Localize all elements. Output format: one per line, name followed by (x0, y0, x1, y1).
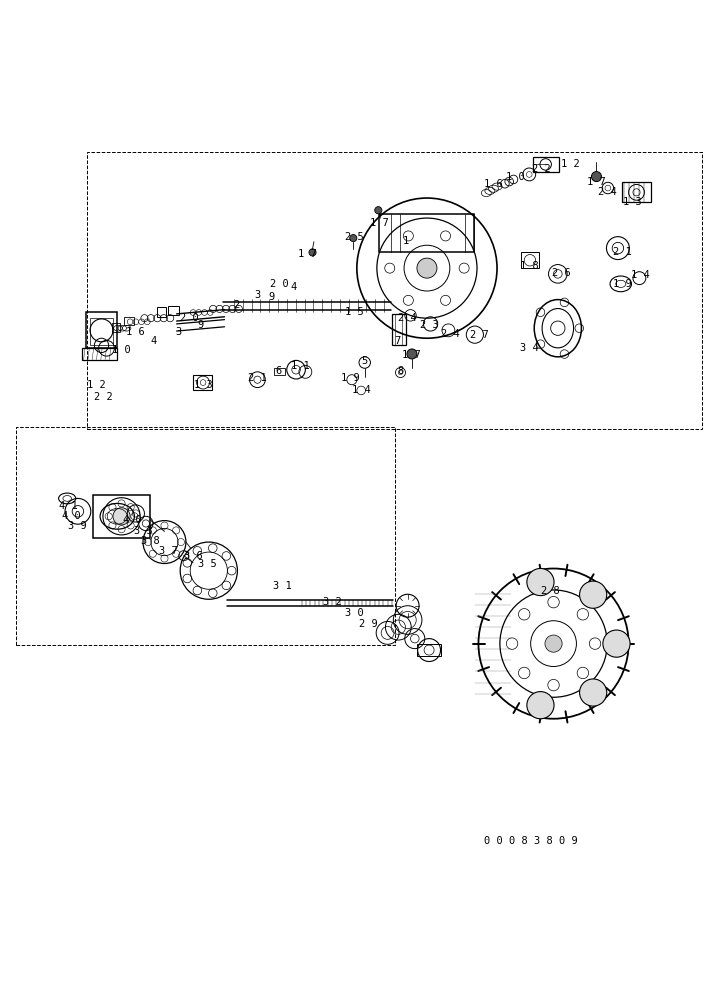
Bar (533, 157, 559, 172)
Text: 3 7: 3 7 (159, 547, 177, 557)
Text: 1 6: 1 6 (126, 327, 145, 338)
Circle shape (350, 235, 357, 242)
Circle shape (579, 581, 607, 608)
Bar (16, 426, 395, 645)
Text: 0 0 0 8 3 8 0 9: 0 0 0 8 3 8 0 9 (484, 836, 577, 846)
Text: 1: 1 (402, 236, 409, 246)
Text: 1 2: 1 2 (561, 159, 579, 169)
Text: 2 4: 2 4 (398, 313, 417, 323)
Text: 4 1: 4 1 (59, 501, 78, 511)
Text: 3 5: 3 5 (198, 560, 217, 570)
Bar (274, 368, 284, 376)
Text: 2 8: 2 8 (541, 586, 560, 596)
Circle shape (545, 635, 562, 652)
Bar (93, 495, 150, 538)
Text: 1 4: 1 4 (352, 385, 370, 395)
Bar (90, 318, 113, 345)
Text: 3 9: 3 9 (67, 521, 87, 531)
Text: 1 7: 1 7 (587, 177, 606, 187)
Text: 9: 9 (269, 291, 275, 302)
Text: 3 4: 3 4 (520, 343, 538, 353)
Text: 1 5: 1 5 (345, 307, 363, 317)
Text: 2 7: 2 7 (470, 330, 488, 340)
Text: 1 8: 1 8 (520, 261, 538, 271)
Text: 2 0: 2 0 (269, 279, 288, 289)
Bar (85, 312, 117, 348)
Text: 3: 3 (254, 289, 261, 299)
Bar (87, 152, 702, 429)
Text: 2 6: 2 6 (552, 268, 571, 278)
Text: 2: 2 (233, 300, 239, 310)
Text: 1 4: 1 4 (630, 270, 650, 280)
Circle shape (309, 248, 316, 256)
Text: 5: 5 (362, 356, 368, 366)
Bar (168, 306, 180, 315)
Circle shape (592, 172, 602, 182)
Text: 4: 4 (151, 336, 157, 346)
Bar (82, 348, 116, 360)
Circle shape (113, 508, 130, 525)
Text: 2 4: 2 4 (441, 329, 460, 339)
Text: 1 3: 1 3 (195, 381, 213, 391)
Text: 1 2: 1 2 (87, 381, 106, 391)
Text: 3 1: 3 1 (273, 580, 292, 590)
Bar (112, 323, 120, 333)
Text: 2 0: 2 0 (180, 313, 199, 323)
Text: 1 9: 1 9 (341, 374, 360, 384)
Text: 2 2: 2 2 (94, 392, 113, 402)
Bar (417, 644, 442, 656)
Text: 3 8: 3 8 (141, 537, 159, 547)
Bar (521, 252, 539, 268)
Text: 9: 9 (197, 320, 203, 330)
Circle shape (417, 258, 437, 278)
Bar (193, 376, 213, 390)
Text: 6: 6 (276, 366, 282, 376)
Text: 2 4: 2 4 (598, 187, 617, 198)
Text: 1 6: 1 6 (484, 179, 503, 189)
Circle shape (603, 630, 630, 657)
Text: 2 1: 2 1 (613, 247, 632, 256)
Text: 2 1: 2 1 (248, 374, 267, 384)
Bar (379, 215, 474, 251)
Text: 1 9: 1 9 (613, 279, 632, 289)
Text: 4 0: 4 0 (123, 515, 141, 525)
Text: 8: 8 (397, 366, 404, 376)
Text: 1 0: 1 0 (112, 345, 131, 355)
Circle shape (375, 207, 382, 214)
Text: 2 5: 2 5 (345, 233, 363, 243)
Text: 1 1: 1 1 (291, 361, 309, 371)
Bar (124, 317, 134, 325)
Circle shape (527, 692, 554, 719)
Text: 3 6: 3 6 (184, 551, 202, 561)
Text: 3: 3 (176, 327, 182, 338)
Circle shape (527, 569, 554, 595)
Text: 1 7: 1 7 (298, 248, 317, 258)
Text: 7: 7 (393, 336, 400, 346)
Text: 1 0: 1 0 (505, 172, 524, 182)
Circle shape (579, 679, 607, 706)
Text: 4: 4 (290, 282, 297, 292)
Bar (157, 307, 166, 317)
Text: 1 3: 1 3 (623, 198, 642, 208)
Bar (623, 182, 651, 203)
Bar (392, 314, 406, 345)
Text: 3 0: 3 0 (345, 608, 363, 618)
Text: 2 2: 2 2 (532, 164, 551, 174)
Circle shape (407, 349, 417, 359)
Text: 1 7: 1 7 (402, 351, 421, 361)
Text: 3 3: 3 3 (134, 526, 152, 536)
Text: 1 7: 1 7 (370, 218, 388, 228)
Text: 2 3: 2 3 (420, 320, 439, 330)
Text: 4 0: 4 0 (62, 511, 81, 521)
Text: 2 9: 2 9 (359, 618, 378, 628)
Text: 3 2: 3 2 (323, 597, 342, 607)
